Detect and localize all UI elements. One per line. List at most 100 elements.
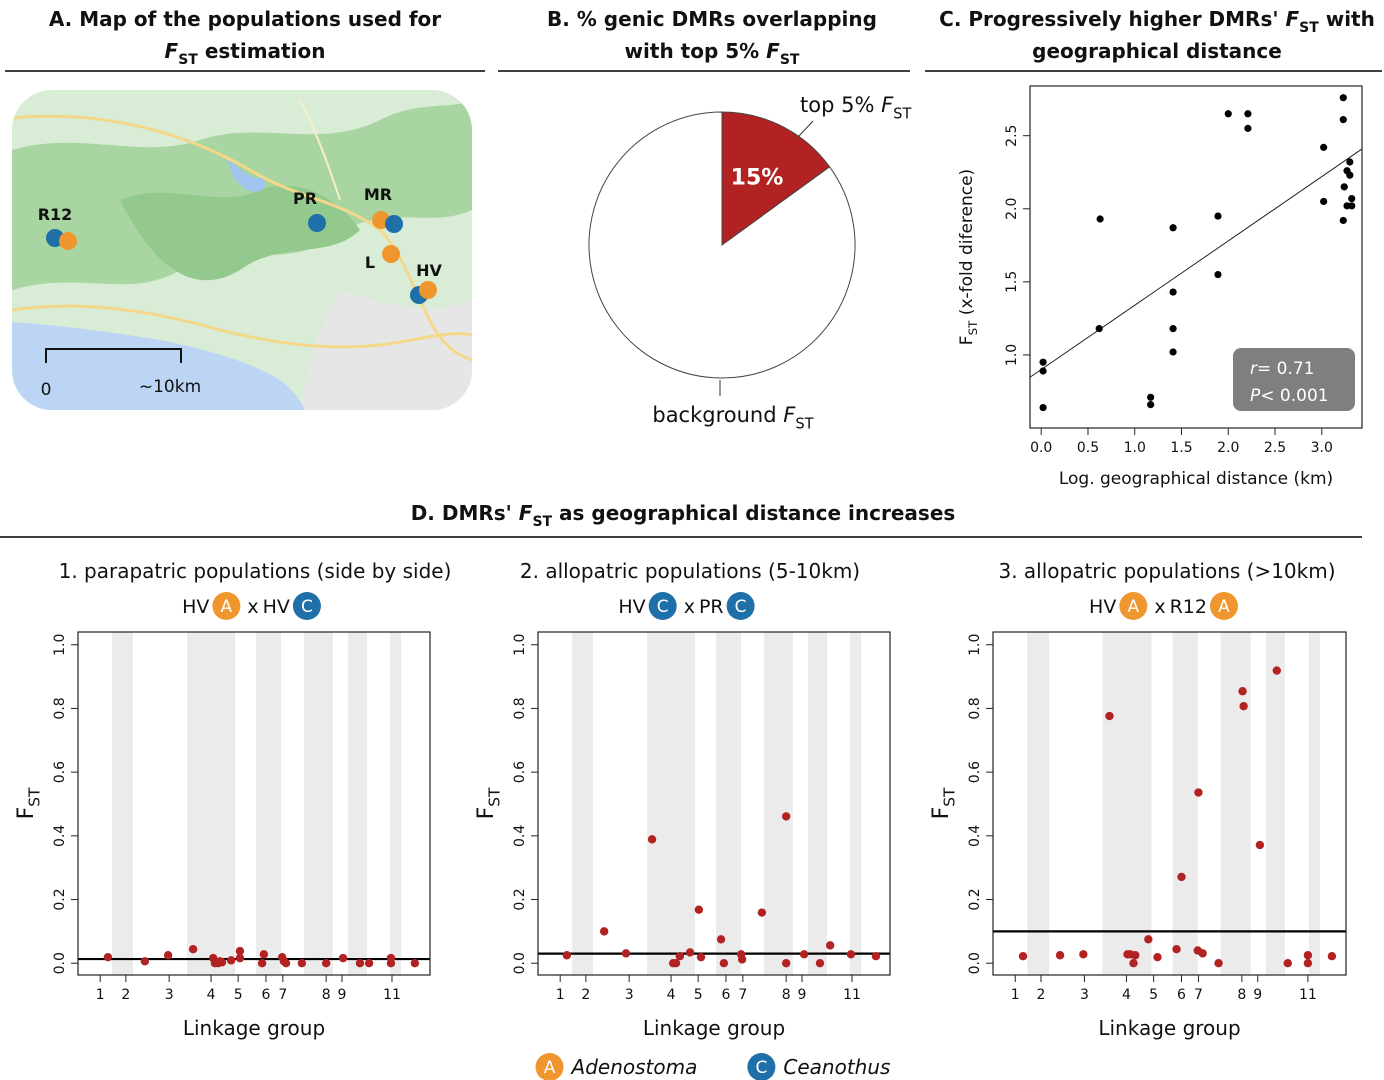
text-part: geographical distance [1032,39,1282,63]
x-axis-label: Linkage group [643,1016,785,1040]
pair-separator: x [247,596,258,618]
point [218,958,226,966]
text-part: (x-fold diference) [957,169,977,321]
species-badge-letter: C [735,597,747,617]
x-tick-label: 8 [322,987,331,1003]
point [1131,951,1139,959]
annotation-text: P< 0.001 [1250,386,1329,406]
linkage-band [1102,632,1151,975]
y-tick-label: 1.0 [52,634,68,656]
legend-badge-letter: A [544,1058,556,1078]
point [758,908,766,916]
chart-subtitle: 1. parapatric populations (side by side) [59,559,452,583]
point [104,953,112,961]
point [356,959,364,967]
x-tick-label: 2.0 [1217,440,1239,456]
text-part: A. Map of the populations used for [49,7,441,31]
text-part: F [1285,7,1299,31]
population-pair: HVCxPRC [618,592,754,620]
point [1169,348,1176,355]
species-badge-letter: A [1218,597,1230,617]
x-tick-label: 4 [1122,987,1131,1003]
text-part: ST [893,105,912,122]
point [1039,359,1046,366]
point [1273,666,1281,674]
x-tick-label: 9 [1253,987,1262,1003]
point [622,949,630,957]
point [782,959,790,967]
point [141,957,149,965]
y-axis-label: FST [929,787,959,819]
x-tick-label: 1 [96,987,105,1003]
point [563,951,571,959]
y-tick-label: 0.8 [967,697,983,719]
x-tick-label: 8 [1237,987,1246,1003]
point [227,956,235,964]
text-part: F [929,807,954,820]
text-part: ST [532,514,552,530]
leader-line [798,121,813,137]
species-badge-letter: A [221,597,233,617]
text-part: ST [178,52,198,68]
y-tick-label: 0.0 [967,952,983,974]
point [411,959,419,967]
x-tick-label: 6 [722,987,731,1003]
point [1214,212,1221,219]
point [1304,959,1312,967]
point [387,959,395,967]
text-part: ST [1299,20,1319,36]
point [847,950,855,958]
point [1244,110,1251,117]
x-tick-label: 1.5 [1170,440,1192,456]
point [1348,202,1355,209]
text-part: F [881,93,894,117]
species-badge-letter: A [1128,597,1140,617]
y-tick-label: 0.0 [52,952,68,974]
site-label: L [365,253,375,272]
chart-title: with top 5% FST [625,39,800,68]
regression-line [1030,149,1362,377]
point [1198,949,1206,957]
point [1214,959,1222,967]
x-tick-label: 7 [1194,987,1203,1003]
text-part: C. Progressively higher DMRs' [939,7,1285,31]
point [1097,215,1104,222]
chart-title: geographical distance [1032,39,1282,63]
x-tick-label: 1 [556,987,565,1003]
text-part: F [14,807,39,820]
page: R12PRMRLHV0~10km A. Map of the populatio… [0,0,1384,1080]
text-part: ST [780,52,800,68]
point [1194,788,1202,796]
point [1284,959,1292,967]
x-tick-label: 0.5 [1077,440,1099,456]
y-axis-label: FST [14,787,44,819]
site-label: MR [364,185,392,204]
text-part: top 5% [800,93,881,117]
point [816,959,824,967]
text-part: estimation [198,39,326,63]
linkage-band [1221,632,1251,975]
point [1039,404,1046,411]
y-tick-label: 0.2 [967,888,983,910]
point [236,954,244,962]
point [1147,394,1154,401]
scale-label: ~10km [139,377,201,397]
point [298,959,306,967]
linkage-band [572,632,593,975]
linkage-band [390,632,401,975]
population-pair: HVAxHVC [182,592,321,620]
text-part: ST [26,787,44,807]
point [1340,94,1347,101]
point [720,959,728,967]
point [1320,198,1327,205]
site-name: HV [618,596,645,618]
map-title: A. Map of the populations used for [49,7,441,31]
legend-label: Ceanothus [783,1055,890,1079]
point [600,927,608,935]
text-part: F [957,335,977,345]
site-name: HV [182,596,209,618]
x-tick-label: 9 [338,987,347,1003]
x-tick-label: 6 [1177,987,1186,1003]
linkage-band [716,632,741,975]
point [1340,217,1347,224]
